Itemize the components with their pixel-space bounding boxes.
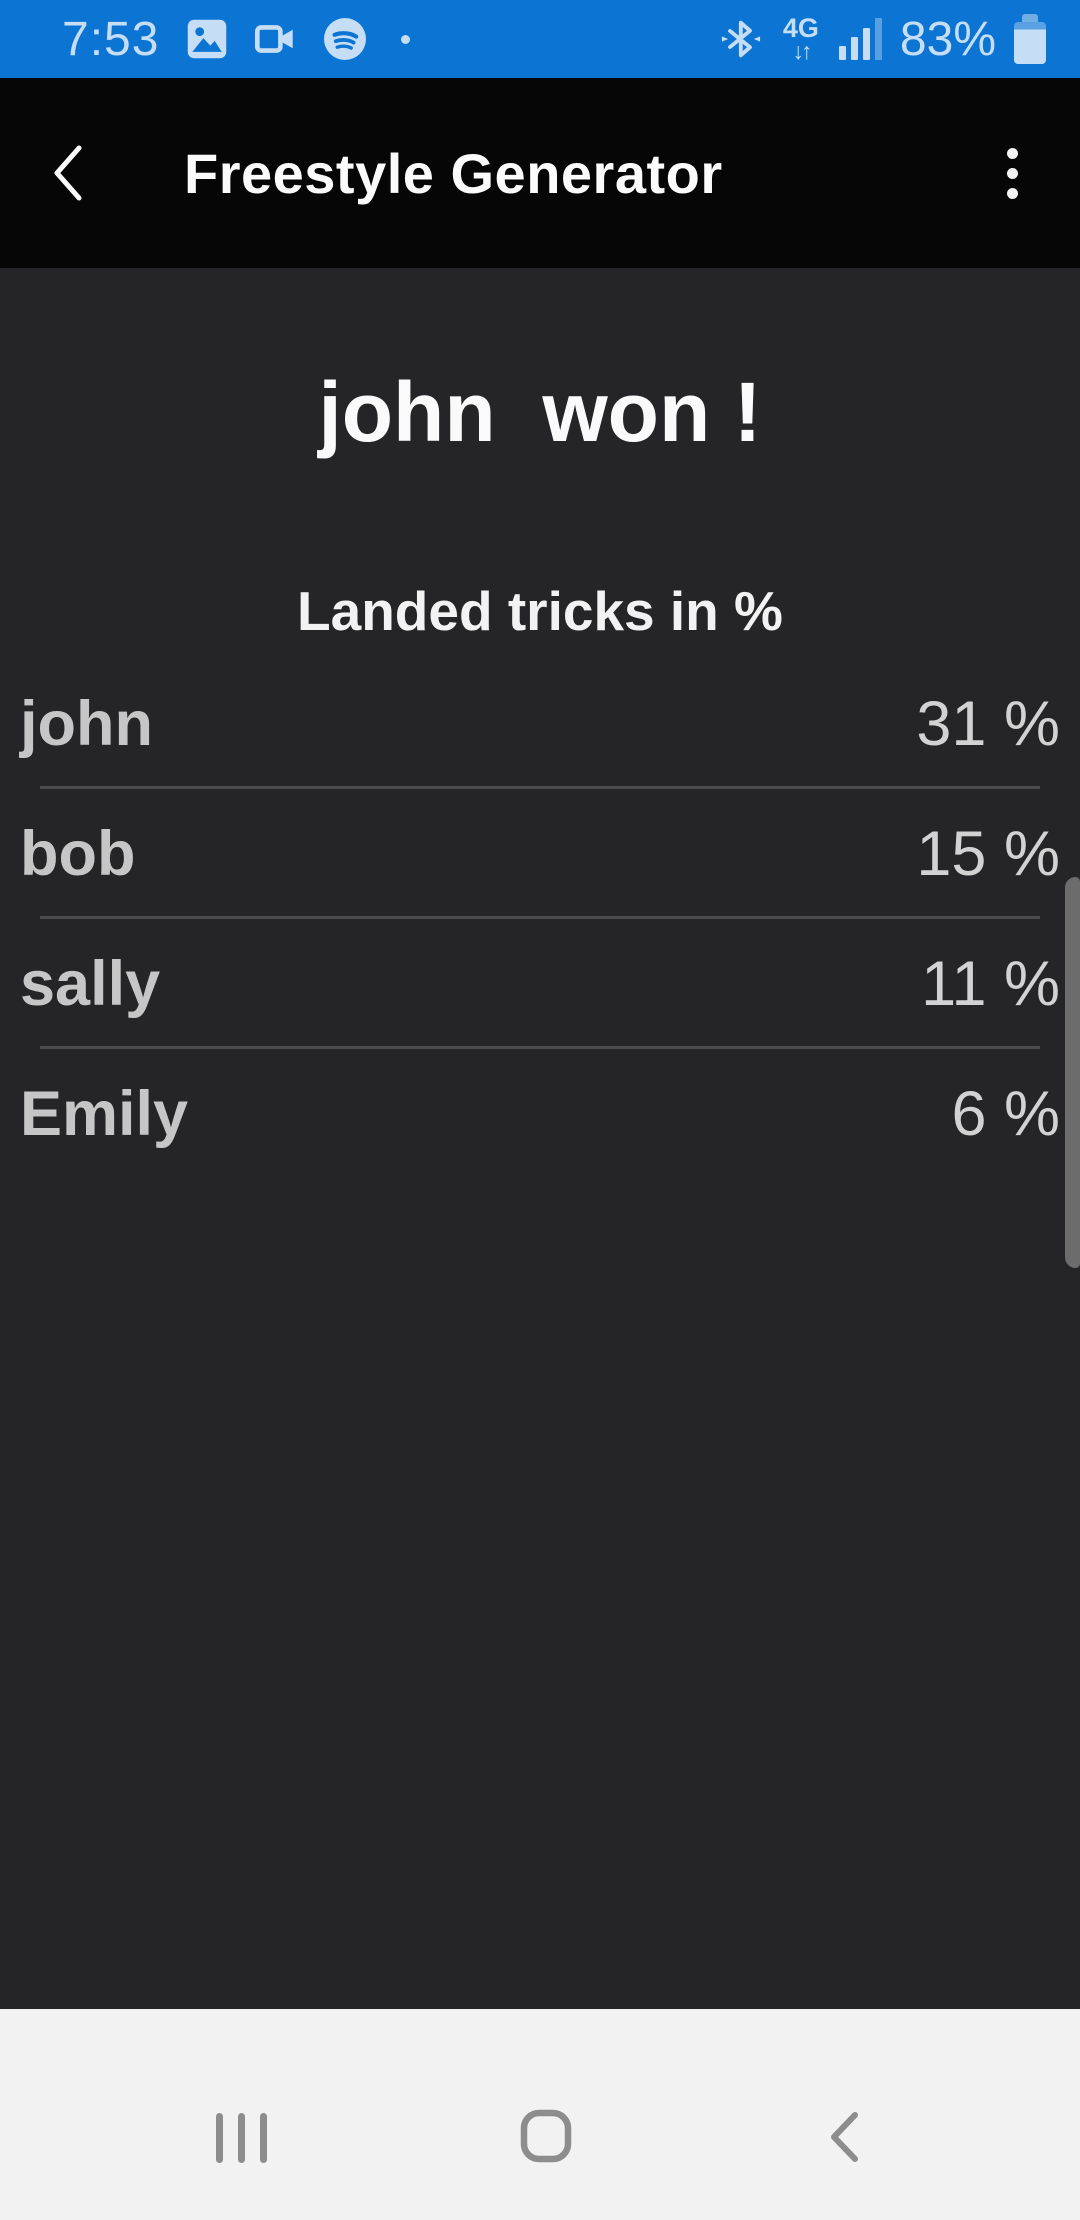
player-percent: 15 % (916, 819, 1060, 889)
player-row: Emily 6 % (0, 1049, 1080, 1179)
app-bar: Freestyle Generator (0, 78, 1080, 268)
signal-strength-icon (838, 18, 882, 60)
scrollbar-thumb[interactable] (1065, 877, 1080, 1268)
status-bar-right: 4G ↓↑ 83% (719, 12, 1046, 67)
battery-icon (1014, 14, 1046, 64)
navigation-bar (0, 2009, 1080, 2220)
page-title: Freestyle Generator (184, 141, 723, 205)
more-options-button[interactable] (993, 147, 1032, 199)
player-name: sally (20, 949, 161, 1019)
gallery-icon (188, 19, 227, 59)
list-heading: Landed tricks in % (297, 580, 783, 642)
back-icon (831, 2112, 858, 2162)
recents-icon (216, 2113, 267, 2163)
kebab-menu-icon (1007, 147, 1018, 199)
notification-dot-icon (401, 34, 411, 44)
network-activity-arrows: ↓↑ (792, 38, 812, 64)
clock-text: 7:53 (62, 12, 160, 66)
network-4g-icon: 4G ↓↑ (783, 15, 819, 63)
player-row: john 31 % (0, 659, 1080, 789)
status-bar: 7:53 4G ↓↑ 83% (0, 0, 1080, 78)
player-percent: 6 % (951, 1079, 1060, 1149)
battery-percent-text: 83% (899, 12, 996, 66)
player-percent: 11 % (921, 949, 1060, 1019)
network-type-label: 4G (782, 13, 819, 43)
player-name: Emily (20, 1079, 189, 1149)
home-icon (520, 2109, 572, 2163)
status-bar-left: 7:53 (62, 12, 411, 67)
recents-button[interactable] (216, 2113, 267, 2163)
player-results-list: john 31 % bob 15 % sally 11 % Emily 6 % (0, 659, 1080, 1179)
spotify-icon (324, 18, 367, 60)
nav-back-button[interactable] (824, 2111, 862, 2166)
winner-announcement: john won ! (318, 365, 762, 459)
results-screen: john won ! Landed tricks in % john 31 % … (0, 268, 1080, 2009)
back-arrow-icon (54, 145, 82, 201)
player-row: sally 11 % (0, 919, 1080, 1049)
player-name: john (20, 689, 153, 759)
player-name: bob (20, 819, 136, 889)
bluetooth-icon (721, 20, 760, 58)
player-percent: 31 % (916, 689, 1060, 759)
camcorder-icon (255, 25, 294, 53)
home-button[interactable] (520, 2109, 572, 2166)
player-row: bob 15 % (0, 789, 1080, 919)
app-bar-back-button[interactable] (48, 123, 118, 223)
